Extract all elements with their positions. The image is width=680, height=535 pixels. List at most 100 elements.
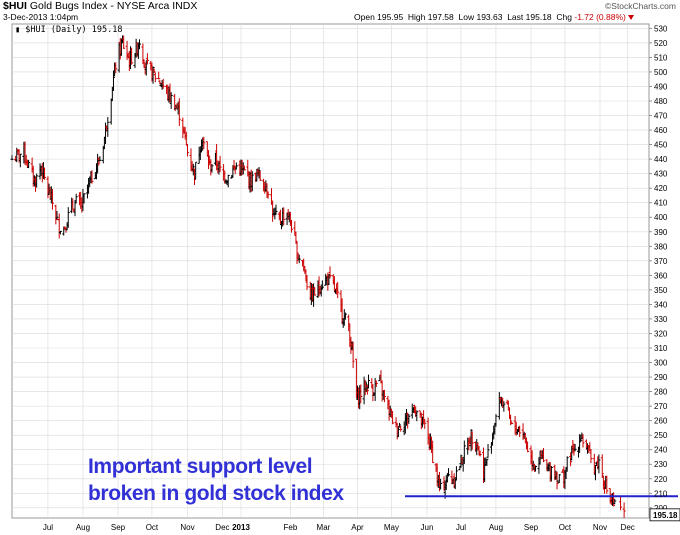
x-tick-label: Aug <box>489 523 503 532</box>
price-bar <box>242 165 246 171</box>
price-bar <box>177 98 181 127</box>
price-bar <box>106 117 110 137</box>
price-bar <box>111 70 115 91</box>
price-bar <box>431 440 435 464</box>
price-bar <box>206 150 210 170</box>
y-tick-label: 340 <box>654 300 668 309</box>
y-tick-label: 310 <box>654 344 668 353</box>
price-bar <box>600 454 604 478</box>
price-bar <box>541 448 545 463</box>
price-bar <box>194 161 198 180</box>
price-bar <box>58 230 62 235</box>
x-tick-label: Aug <box>76 523 90 532</box>
price-bar <box>90 170 94 184</box>
price-bar <box>210 163 214 173</box>
y-tick-label: 420 <box>654 184 668 193</box>
price-bar <box>305 275 309 291</box>
price-bar <box>122 35 126 50</box>
y-tick-label: 410 <box>654 199 668 208</box>
price-bar <box>612 492 616 507</box>
price-bar <box>518 425 522 438</box>
price-bar <box>494 414 498 427</box>
x-tick-label: Apr <box>351 523 364 532</box>
price-bar <box>459 454 463 468</box>
price-bar <box>98 156 102 162</box>
chart-legend: ▮ $HUI (Daily) 195.18 <box>15 25 122 35</box>
last-value-box <box>649 508 680 522</box>
y-tick-label: 260 <box>654 417 668 426</box>
price-bar <box>394 417 398 428</box>
price-bar <box>526 441 530 453</box>
price-bar <box>557 474 561 483</box>
y-tick-label: 210 <box>654 489 668 498</box>
y-tick-label: 280 <box>654 388 668 397</box>
price-bar <box>130 47 134 65</box>
y-tick-label: 250 <box>654 431 668 440</box>
x-tick-label: Jul <box>456 523 466 532</box>
x-tick-label: Oct <box>559 523 572 532</box>
price-bar <box>396 426 400 438</box>
price-bar <box>161 78 165 89</box>
y-tick-label: 440 <box>654 155 668 164</box>
x-tick-label: Sep <box>524 523 539 532</box>
chart-symbol-line: $HUI Gold Bugs Index - NYSE Arca INDX <box>3 0 197 12</box>
x-tick-label: Jul <box>43 523 53 532</box>
price-bar <box>271 200 275 222</box>
high-value: 197.58 <box>427 12 454 22</box>
price-bar <box>619 496 623 511</box>
grid <box>12 24 652 518</box>
price-bar <box>447 468 451 477</box>
y-tick-label: 370 <box>654 257 668 266</box>
annotation-line-1: Important support level <box>88 455 313 478</box>
price-bar <box>502 401 506 412</box>
price-bar <box>274 204 278 215</box>
x-tick-label: Oct <box>146 523 159 532</box>
stockcharts-logo: ©StockCharts.com <box>605 1 676 11</box>
x-tick-label: Dec <box>215 523 229 532</box>
price-bar <box>439 478 443 490</box>
y-tick-label: 490 <box>654 82 668 91</box>
annotation-line-2: broken in gold stock index <box>88 482 344 505</box>
x-tick-label: Feb <box>283 523 297 532</box>
price-bar <box>226 174 230 188</box>
price-bar <box>282 207 286 226</box>
y-tick-label: 470 <box>654 112 668 121</box>
y-tick-label: 350 <box>654 286 668 295</box>
y-tick-label: 320 <box>654 329 668 338</box>
price-bar <box>250 171 254 192</box>
price-bar <box>613 498 617 505</box>
y-tick-label: 390 <box>654 228 668 237</box>
price-bar <box>66 207 70 228</box>
price-bar <box>605 475 609 494</box>
legend-text: $HUI (Daily) 195.18 <box>25 25 123 35</box>
chart-header: $HUI Gold Bugs Index - NYSE Arca INDX 3-… <box>0 0 680 24</box>
price-bar <box>382 389 386 403</box>
y-tick-label: 450 <box>654 141 668 150</box>
price-bar <box>157 71 161 80</box>
y-tick-label: 510 <box>654 53 668 62</box>
price-bar <box>186 144 189 157</box>
y-tick-label: 380 <box>654 242 668 251</box>
last-value: 195.18 <box>525 12 552 22</box>
y-tick-label: 530 <box>654 24 668 33</box>
low-value: 193.63 <box>476 12 503 22</box>
y-tick-label: 200 <box>654 504 668 513</box>
price-bar <box>27 159 31 169</box>
price-bar <box>202 136 206 150</box>
y-tick-label: 240 <box>654 446 668 455</box>
price-bar <box>336 281 340 299</box>
x-tick-label: Sep <box>111 523 126 532</box>
price-bar <box>82 193 86 204</box>
price-bars <box>10 35 626 518</box>
price-bar <box>398 422 402 428</box>
price-bar <box>74 193 78 204</box>
price-bar <box>151 66 155 84</box>
price-bar <box>258 171 262 182</box>
candle-icon: ▮ <box>15 25 26 35</box>
price-bar <box>423 418 427 429</box>
y-tick-label: 400 <box>654 213 668 222</box>
x-tick-label: Nov <box>180 523 194 532</box>
price-bar <box>173 94 177 111</box>
price-bar <box>555 471 559 490</box>
price-bar <box>43 167 47 180</box>
